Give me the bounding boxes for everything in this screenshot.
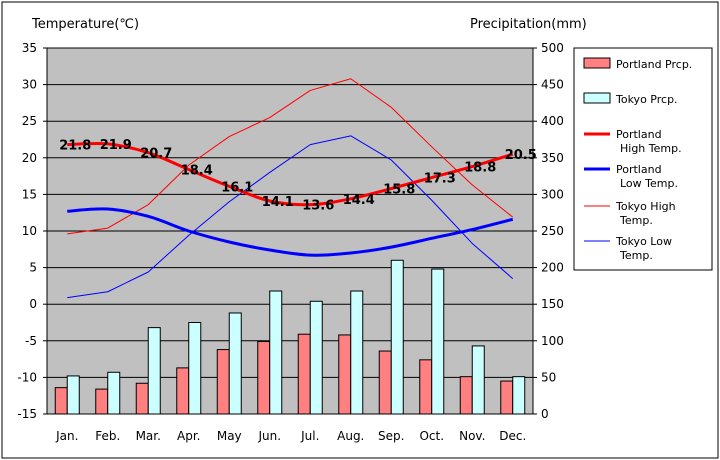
left-tick-label: 0: [29, 297, 37, 311]
right-tick-label: 50: [541, 370, 556, 384]
legend-label: Portland High Temp.: [616, 128, 682, 155]
x-tick-label: Dec.: [499, 429, 526, 443]
right-axis-title: Precipitation(mm): [470, 17, 587, 32]
bar-tokyo-prcp: [350, 290, 364, 415]
plot-area: -15-10-505101520253035050100150200250300…: [17, 41, 564, 443]
x-tick-label: May: [217, 429, 242, 443]
right-tick-label: 200: [541, 261, 564, 275]
bar-portland-prcp: [338, 334, 352, 415]
bar-portland-prcp: [459, 376, 473, 415]
legend-label: Portland Low Temp.: [616, 163, 678, 190]
data-label: 15.8: [383, 183, 415, 198]
x-tick-label: Mar.: [136, 429, 161, 443]
bar-portland-prcp: [378, 350, 392, 415]
right-tick-label: 350: [541, 151, 564, 165]
data-label: 16.1: [221, 180, 253, 195]
legend-swatch: [583, 57, 611, 69]
left-axis-title: Temperature(℃): [31, 17, 139, 32]
line-portland-low: [67, 207, 514, 257]
bar-portland-prcp: [257, 341, 271, 415]
data-label: 14.4: [343, 193, 375, 208]
bar-portland-prcp: [135, 382, 149, 415]
data-label: 20.7: [140, 147, 172, 162]
left-tick-label: 15: [22, 187, 37, 201]
data-label: 21.8: [59, 139, 91, 154]
legend: Portland Prcp. Tokyo Prcp. Portland High Te…: [573, 47, 713, 271]
right-tick-label: 100: [541, 334, 564, 348]
bar-tokyo-prcp: [147, 327, 161, 415]
left-tick-label: 5: [29, 261, 37, 275]
right-tick-label: 150: [541, 297, 564, 311]
bar-portland-prcp: [297, 333, 311, 415]
left-tick-label: -10: [17, 370, 37, 384]
bar-portland-prcp: [419, 359, 433, 415]
right-tick-label: 0: [541, 407, 549, 421]
legend-label: Tokyo Low Temp.: [615, 235, 672, 262]
x-tick-label: Sep.: [378, 429, 404, 443]
bar-tokyo-prcp: [471, 345, 485, 415]
data-label: 13.6: [302, 199, 334, 214]
x-tick-label: Jan.: [55, 429, 78, 443]
left-tick-label: 30: [22, 78, 37, 92]
x-tick-label: Nov.: [459, 429, 485, 443]
left-tick-label: -15: [17, 407, 37, 421]
data-label: 21.9: [100, 138, 132, 153]
bar-tokyo-prcp: [390, 259, 404, 415]
bar-portland-prcp: [176, 367, 190, 415]
data-label: 17.3: [424, 172, 456, 187]
bar-tokyo-prcp: [228, 312, 242, 415]
bar-tokyo-prcp: [431, 268, 445, 415]
bar-portland-prcp: [216, 349, 230, 415]
right-tick-label: 250: [541, 224, 564, 238]
legend-label: Tokyo Prcp.: [615, 93, 678, 106]
left-tick-label: 20: [22, 151, 37, 165]
bar-tokyo-prcp: [512, 376, 526, 415]
x-tick-label: Jun.: [257, 429, 281, 443]
x-tick-label: Apr.: [177, 429, 200, 443]
data-label: 18.8: [464, 161, 496, 176]
bar-portland-prcp: [500, 380, 514, 415]
legend-swatch: [583, 92, 611, 104]
bar-tokyo-prcp: [188, 322, 202, 415]
left-tick-label: 25: [22, 114, 37, 128]
x-tick-label: Aug.: [337, 429, 364, 443]
left-tick-label: 35: [22, 41, 37, 55]
right-tick-label: 500: [541, 41, 564, 55]
bar-portland-prcp: [54, 387, 68, 415]
data-label: 14.1: [262, 195, 294, 210]
left-tick-label: -5: [25, 334, 37, 348]
right-tick-label: 300: [541, 187, 564, 201]
legend-box: [573, 47, 713, 271]
line-tokyo-low: [67, 135, 514, 299]
bar-tokyo-prcp: [66, 375, 80, 415]
right-tick-label: 450: [541, 78, 564, 92]
line-portland-high: [67, 141, 514, 207]
bar-portland-prcp: [95, 388, 109, 415]
legend-label: Portland Prcp.: [616, 58, 692, 71]
data-label: 20.5: [505, 148, 537, 163]
bar-tokyo-prcp: [269, 290, 283, 415]
x-tick-label: Feb.: [95, 429, 120, 443]
bar-tokyo-prcp: [107, 371, 121, 415]
bar-tokyo-prcp: [309, 300, 323, 415]
line-tokyo-high: [67, 78, 514, 235]
legend-label: Tokyo High Temp.: [615, 200, 676, 227]
left-tick-label: 10: [22, 224, 37, 238]
x-tick-label: Oct.: [419, 429, 444, 443]
data-label: 18.4: [181, 164, 213, 179]
right-tick-label: 400: [541, 114, 564, 128]
x-tick-label: Jul.: [300, 429, 319, 443]
